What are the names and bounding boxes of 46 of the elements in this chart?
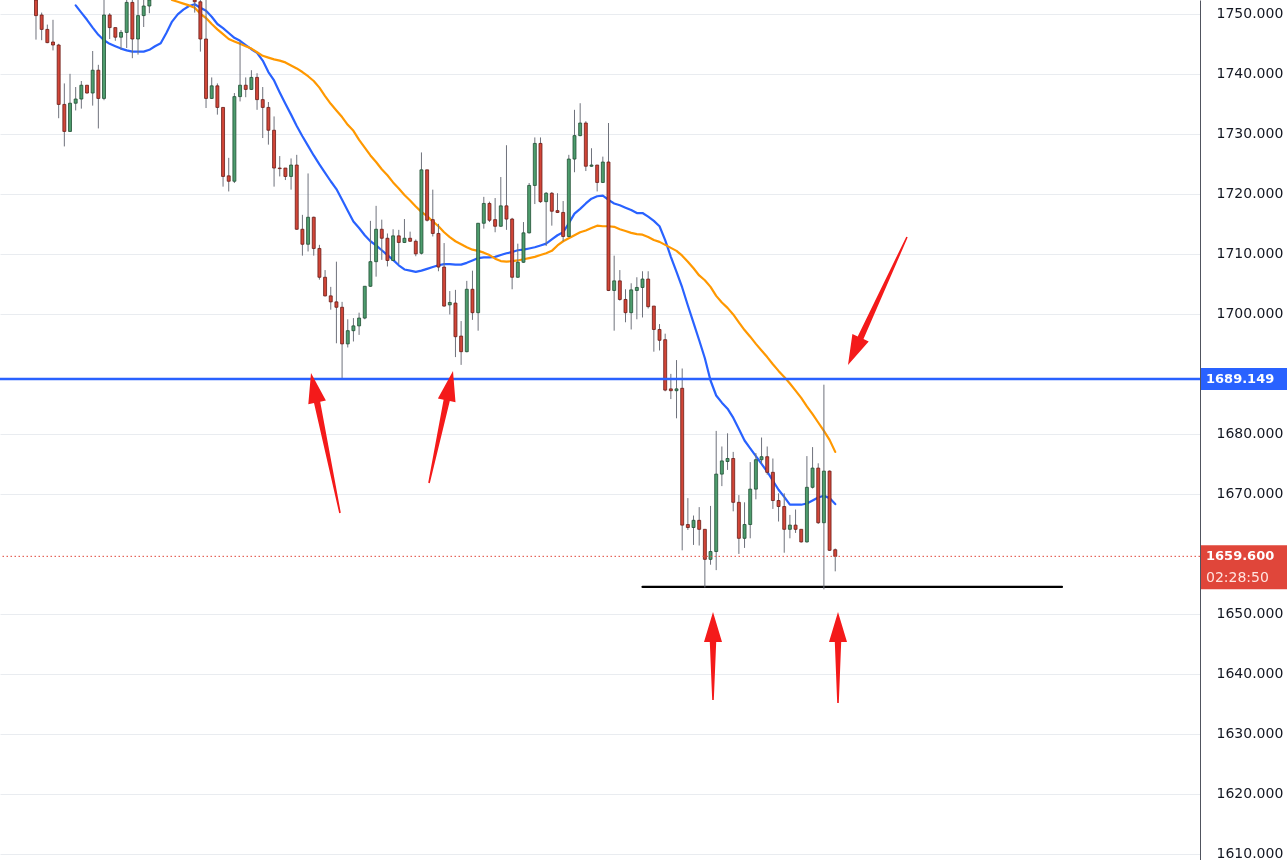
y-tick-label: 1650.000: [1216, 605, 1284, 622]
candlestick: [119, 29, 123, 51]
candlestick: [765, 446, 770, 476]
candlestick: [498, 176, 503, 228]
candlestick: [691, 515, 696, 546]
candlestick: [136, 0, 140, 56]
candlestick: [289, 157, 293, 191]
candlestick: [408, 231, 412, 243]
y-tick-label: 1630.000: [1216, 725, 1284, 742]
y-tick-label: 1640.000: [1216, 665, 1284, 682]
candlestick: [447, 290, 452, 315]
candlestick: [51, 19, 55, 51]
y-tick-label: 1700.000: [1216, 305, 1284, 322]
candlestick: [402, 218, 407, 244]
candlestick: [396, 229, 401, 265]
y-tick-label: 1610.000: [1216, 845, 1284, 860]
y-tick-label: 1680.000: [1216, 425, 1284, 442]
y-tick-label: 1620.000: [1216, 785, 1284, 802]
candlestick: [600, 156, 605, 184]
candlestick: [629, 282, 634, 330]
candlestick: [685, 497, 690, 531]
ref-line-label: 1689.149: [1206, 370, 1275, 386]
candlestick: [668, 373, 673, 400]
candlestick: [544, 191, 549, 247]
candlestick: [481, 196, 486, 230]
y-tick-label: 1740.000: [1216, 65, 1284, 82]
y-tick-label: 1710.000: [1216, 245, 1284, 262]
y-tick-label: 1750.000: [1216, 5, 1284, 22]
candlestick: [697, 506, 702, 547]
candlestick: [612, 255, 617, 332]
candlestick: [255, 72, 259, 111]
candlestick: [595, 164, 600, 192]
y-tick-label: 1730.000: [1216, 125, 1284, 142]
candlestick: [674, 359, 679, 419]
candlestick: [243, 76, 248, 98]
candlestick: [34, 0, 38, 41]
candlestick: [90, 50, 95, 107]
candlestick: [470, 270, 475, 321]
y-tick-label: 1720.000: [1216, 185, 1284, 202]
line-series: [170, 0, 837, 454]
candlestick: [589, 147, 594, 168]
candlestick: [788, 514, 792, 539]
candlestick: [226, 157, 231, 192]
ref-line-label: 1659.600: [1206, 548, 1275, 564]
y-tick-label: 1670.000: [1216, 485, 1284, 502]
text: 02:28:50: [1206, 569, 1269, 586]
